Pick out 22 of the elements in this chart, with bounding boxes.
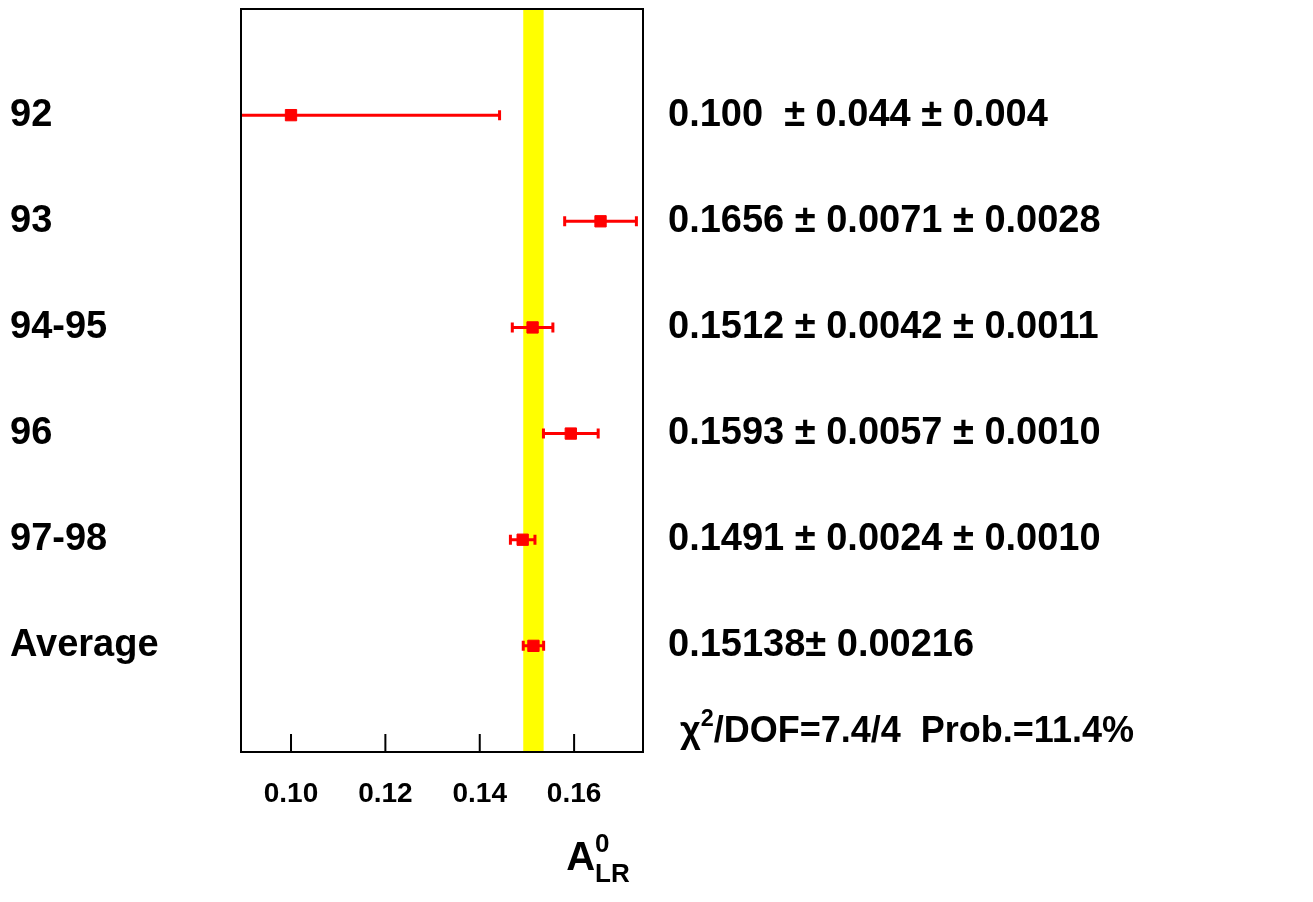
y-tick-label: 92: [10, 91, 53, 134]
point: [516, 533, 529, 546]
x-tick-label: 0.12: [358, 776, 413, 808]
text: 0.1593 ± 0.0057 ± 0.0010: [668, 410, 1101, 453]
text: 0.15138± 0.00216: [668, 622, 975, 665]
y-tick-label: 94-95: [10, 303, 108, 346]
x-tick-label: 0.10: [263, 776, 319, 808]
y-tick-label: 97-98: [10, 516, 108, 559]
x-tick-label: 0.16: [546, 776, 602, 808]
point: [527, 639, 540, 653]
point: [564, 427, 577, 440]
text: 0.1512 ± 0.0042 ± 0.0011: [668, 303, 1099, 346]
y-tick-label: 96: [10, 410, 53, 453]
x-tick-label: 0.14: [452, 776, 508, 808]
text: 0.1491 ± 0.0024 ± 0.0010: [668, 516, 1101, 559]
y-tick-label: 93: [10, 197, 53, 240]
point: [284, 108, 298, 122]
y-tick-label: Average: [10, 622, 159, 665]
point: [594, 215, 607, 228]
text: 0.1656 ± 0.0071 ± 0.0028: [668, 197, 1101, 240]
point: [526, 321, 539, 334]
text: 0.100 ± 0.044 ± 0.004: [668, 91, 1048, 134]
